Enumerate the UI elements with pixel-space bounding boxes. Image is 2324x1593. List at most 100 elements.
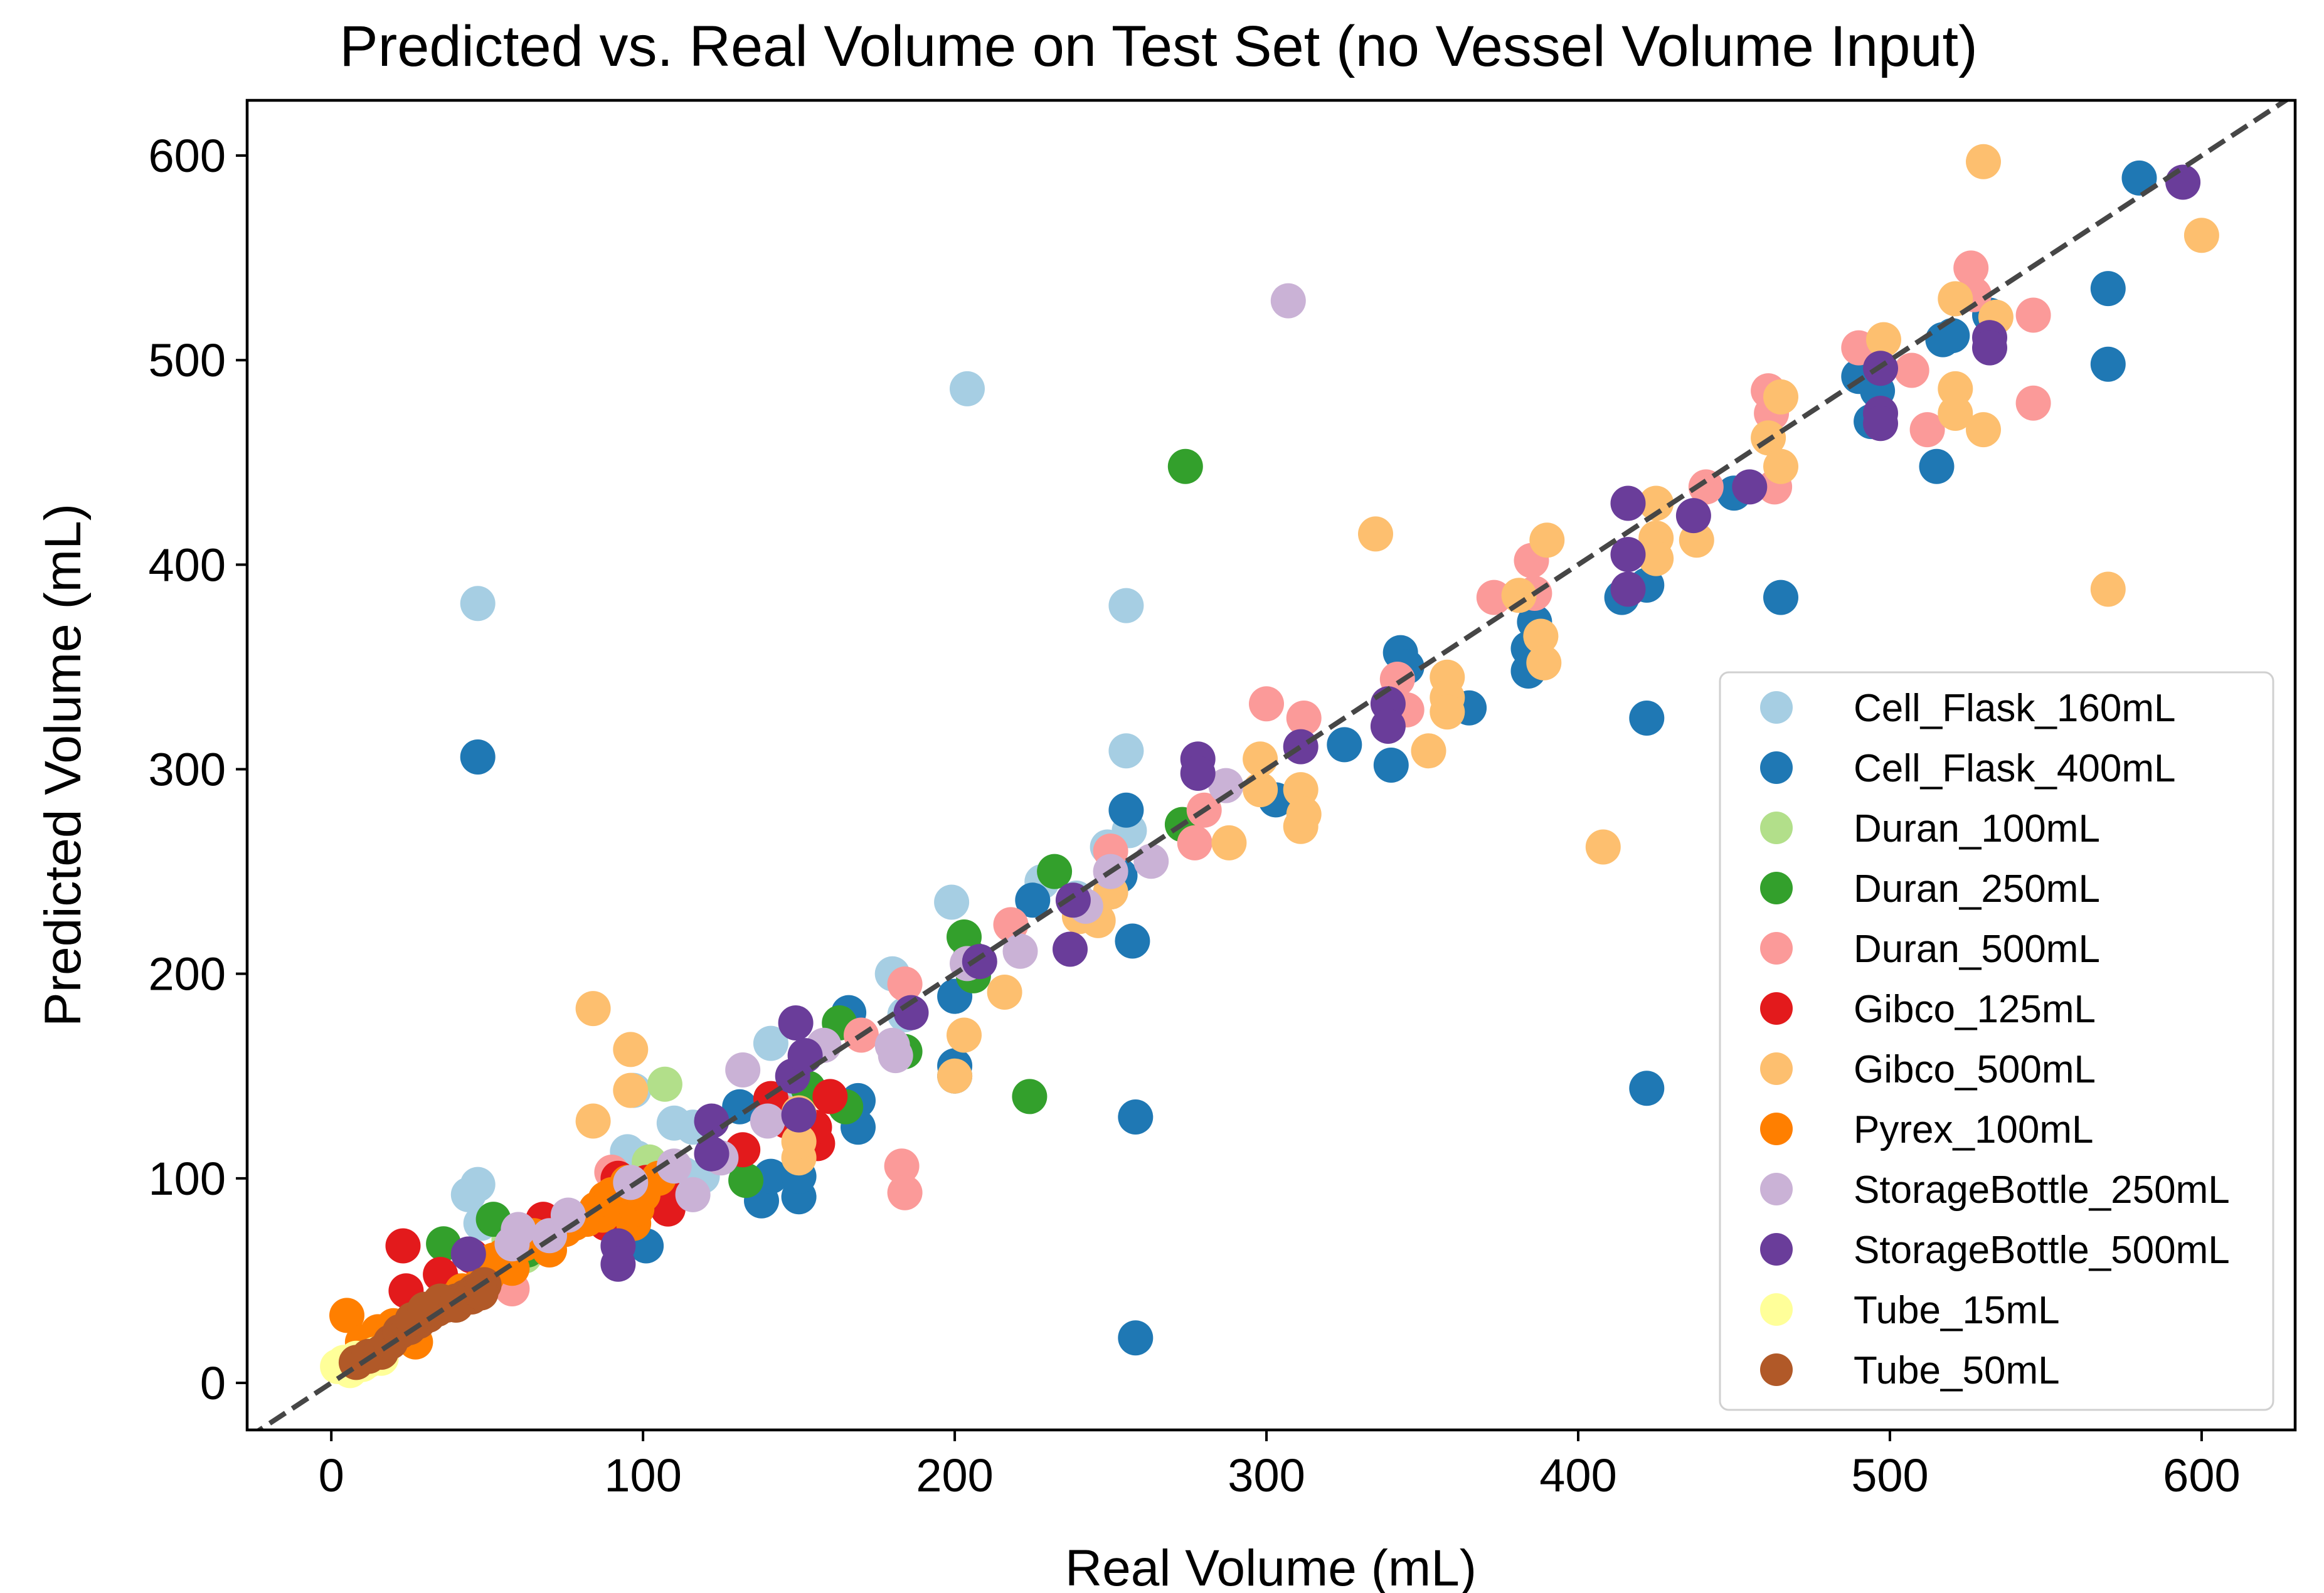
legend-box (1719, 671, 2274, 1411)
legend-marker (1760, 992, 1793, 1025)
legend-label: StorageBottle_250mL (1854, 1168, 2230, 1212)
x-axis-label: Real Volume (mL) (1065, 1540, 1477, 1593)
point-storagebottle-500ml (1732, 469, 1768, 505)
legend-marker (1760, 1293, 1793, 1326)
y-tick-label: 0 (200, 1357, 226, 1409)
legend-marker (1760, 932, 1793, 965)
point-cell-flask-400ml (2090, 271, 2126, 307)
legend-marker (1760, 691, 1793, 724)
point-cell-flask-400ml (1373, 748, 1409, 783)
point-cell-flask-400ml (1629, 1071, 1665, 1106)
point-storagebottle-250ml (725, 1052, 761, 1088)
point-gibco-500ml (947, 1017, 982, 1053)
y-axis-label: Predicted Volume (mL) (34, 504, 92, 1027)
point-gibco-500ml (613, 1072, 649, 1108)
point-cell-flask-160ml (1108, 588, 1144, 623)
point-gibco-500ml (1523, 618, 1559, 654)
point-gibco-500ml (613, 1032, 649, 1067)
point-cell-flask-400ml (1118, 1320, 1154, 1356)
point-gibco-500ml (575, 1103, 611, 1139)
point-cell-flask-400ml (1763, 580, 1798, 615)
legend-label: Pyrex_100mL (1854, 1108, 2094, 1151)
reference-line-layer (255, 100, 2291, 1430)
point-storagebottle-500ml (600, 1246, 636, 1282)
point-gibco-500ml (1430, 694, 1465, 730)
point-storagebottle-500ml (1055, 882, 1091, 918)
point-gibco-500ml (1211, 825, 1247, 860)
point-gibco-500ml (1243, 772, 1278, 808)
point-cell-flask-400ml (1919, 448, 1955, 484)
legend: Cell_Flask_160mL Cell_Flask_400mL Duran_10… (1719, 671, 2274, 1411)
point-duran-500ml (2015, 385, 2051, 421)
point-duran-500ml (1286, 701, 1322, 736)
point-duran-500ml (1894, 352, 1929, 388)
point-duran-500ml (1688, 469, 1724, 505)
point-gibco-500ml (1286, 796, 1322, 832)
point-storagebottle-500ml (778, 1005, 814, 1040)
point-gibco-500ml (1866, 322, 1901, 357)
point-duran-500ml (1177, 825, 1212, 860)
x-tick-label: 600 (2163, 1449, 2240, 1501)
point-gibco-500ml (1585, 829, 1621, 865)
point-cell-flask-400ml (460, 739, 496, 775)
point-storagebottle-250ml (494, 1226, 530, 1262)
y-axis-ticks: 0 100 200 300 400 500 600 (149, 130, 247, 1409)
point-storagebottle-500ml (450, 1236, 486, 1272)
legend-marker (1760, 1353, 1793, 1386)
point-cell-flask-400ml (1118, 1099, 1154, 1135)
legend-marker (1760, 1052, 1793, 1085)
legend-label: Duran_500mL (1854, 928, 2100, 971)
point-storagebottle-500ml (1180, 756, 1216, 791)
point-gibco-500ml (2090, 571, 2126, 607)
point-cell-flask-400ml (722, 1089, 758, 1125)
x-tick-label: 400 (1539, 1449, 1616, 1501)
legend-label: Tube_15mL (1854, 1289, 2060, 1332)
point-storagebottle-250ml (1002, 933, 1038, 969)
point-gibco-500ml (1966, 144, 2001, 179)
legend-marker (1760, 751, 1793, 784)
x-tick-label: 300 (1228, 1449, 1305, 1501)
point-gibco-500ml (2183, 218, 2219, 253)
plot-frame (245, 98, 2297, 1432)
point-gibco-500ml (1638, 541, 1674, 576)
point-storagebottle-500ml (694, 1136, 730, 1172)
point-gibco-125ml (385, 1228, 421, 1264)
point-cell-flask-160ml (460, 586, 496, 622)
point-duran-250ml (1037, 854, 1073, 889)
point-cell-flask-400ml (1108, 792, 1144, 828)
point-gibco-500ml (575, 991, 611, 1027)
point-gibco-500ml (1501, 578, 1537, 613)
x-tick-label: 0 (319, 1449, 344, 1501)
point-storagebottle-500ml (962, 944, 997, 980)
point-duran-500ml (1249, 686, 1284, 722)
y-tick-label: 300 (149, 744, 226, 796)
point-cell-flask-400ml (1934, 318, 1970, 354)
point-gibco-500ml (1763, 379, 1798, 415)
point-duran-500ml (1909, 412, 1945, 448)
point-duran-100ml (647, 1066, 682, 1102)
point-cell-flask-160ml (934, 884, 970, 920)
point-storagebottle-500ml (893, 995, 929, 1030)
point-storagebottle-250ml (675, 1177, 711, 1212)
point-storagebottle-250ml (1208, 768, 1244, 803)
point-pyrex-100ml (329, 1298, 364, 1333)
point-gibco-500ml (1938, 396, 1973, 431)
point-storagebottle-500ml (1370, 709, 1406, 744)
legend-marker (1760, 872, 1793, 904)
point-storagebottle-500ml (1610, 571, 1646, 607)
point-storagebottle-250ml (1270, 283, 1306, 319)
point-storagebottle-500ml (1610, 485, 1646, 521)
point-tube-50ml (463, 1275, 499, 1311)
point-gibco-500ml (1358, 516, 1393, 552)
point-storagebottle-500ml (1863, 406, 1898, 442)
point-duran-500ml (2015, 297, 2051, 333)
point-duran-250ml (728, 1163, 764, 1199)
y-tick-label: 400 (149, 539, 226, 591)
y-tick-label: 200 (149, 948, 226, 1000)
y-tick-label: 500 (149, 334, 226, 386)
point-duran-250ml (1012, 1079, 1048, 1114)
point-cell-flask-400ml (2121, 160, 2157, 196)
point-cell-flask-400ml (1115, 923, 1150, 959)
point-gibco-500ml (1529, 522, 1565, 558)
point-storagebottle-500ml (1972, 330, 2007, 366)
